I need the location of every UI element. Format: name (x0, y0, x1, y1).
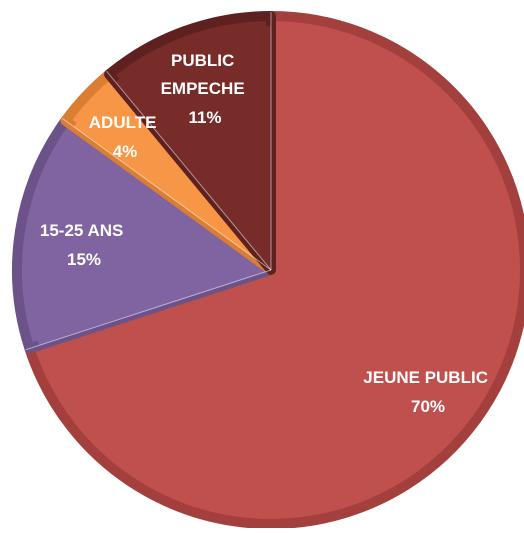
pie-slice-face-public-empeche (115, 26, 272, 270)
slice-label-public-empeche: PUBLIC EMPECHE 11% (161, 51, 250, 127)
slice-name-public-empeche: PUBLIC (171, 51, 234, 70)
slice-label-adulte: ADULTE 4% (89, 113, 161, 161)
pie-slice-face-adulte (73, 81, 271, 270)
slice-name-15-25-ans: 15-25 ANS (40, 221, 123, 240)
slice-label-15-25-ans: 15-25 ANS 15% (40, 221, 128, 269)
slice-name-adulte: ADULTE (89, 113, 157, 132)
slice-value-public-empeche: 11% (188, 108, 221, 127)
slice-label-jeune-public: JEUNE PUBLIC 70% (363, 368, 492, 416)
pie-slice-face-15-25-ans (26, 126, 271, 346)
slice-divider-public-empeche (106, 70, 272, 271)
slice-name-public-empeche-2: EMPECHE (161, 79, 245, 98)
slice-value-jeune-public: 70% (411, 397, 445, 416)
slice-value-adulte: 4% (113, 142, 138, 161)
pie-slice-face-jeune-public (38, 26, 515, 514)
slice-divider-15-25-ans (25, 269, 272, 351)
slices-layer (12, 11, 524, 529)
slice-divider-adulte (61, 117, 272, 271)
slice-value-15-25-ans: 15% (67, 250, 101, 269)
labels-layer: JEUNE PUBLIC 70% 15-25 ANS 15% ADULTE 4%… (40, 51, 492, 416)
slice-name-jeune-public: JEUNE PUBLIC (363, 368, 488, 387)
